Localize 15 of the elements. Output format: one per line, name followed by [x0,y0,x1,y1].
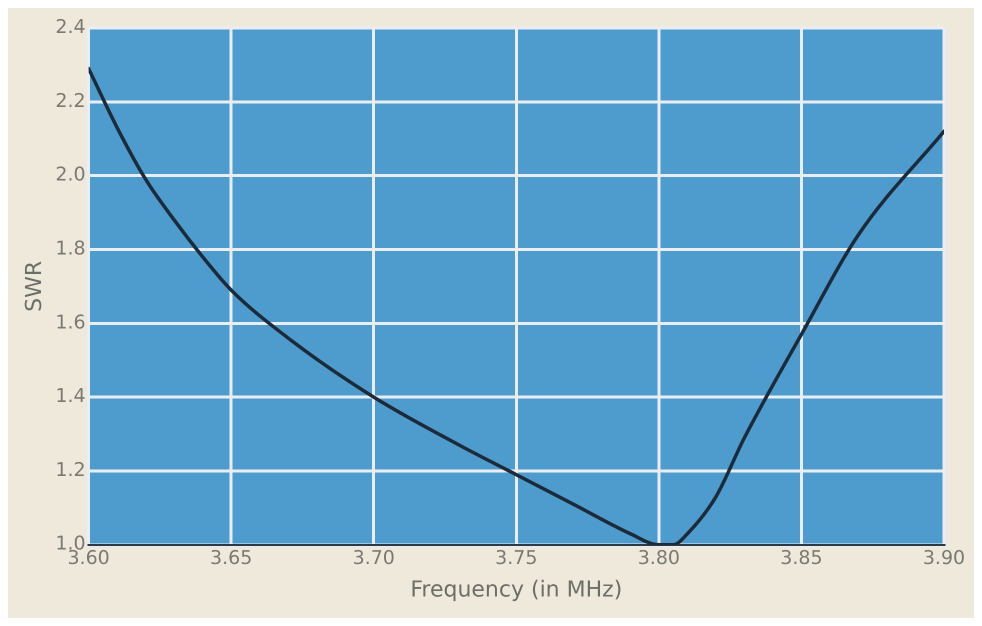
y-tick-label: 1.6 [55,311,86,334]
x-axis-title: Frequency (in MHz) [410,578,622,603]
y-tick-label: 2.2 [55,90,86,112]
y-tick-label: 2.4 [55,16,86,38]
x-tick-label: 3.80 [638,547,680,570]
x-tick-label: 3.85 [780,547,823,570]
y-tick-label: 2.0 [55,164,86,186]
x-tick-label: 3.90 [922,547,966,570]
y-axis-title: SWR [22,260,47,312]
x-tick-label: 3.65 [210,547,252,570]
x-tick-label: 3.75 [495,547,538,570]
y-tick-label: 1.2 [55,458,86,481]
y-tick-label: 1.4 [55,385,86,408]
y-tick-label: 1.8 [55,237,86,260]
x-tick-label: 3.70 [352,547,395,570]
